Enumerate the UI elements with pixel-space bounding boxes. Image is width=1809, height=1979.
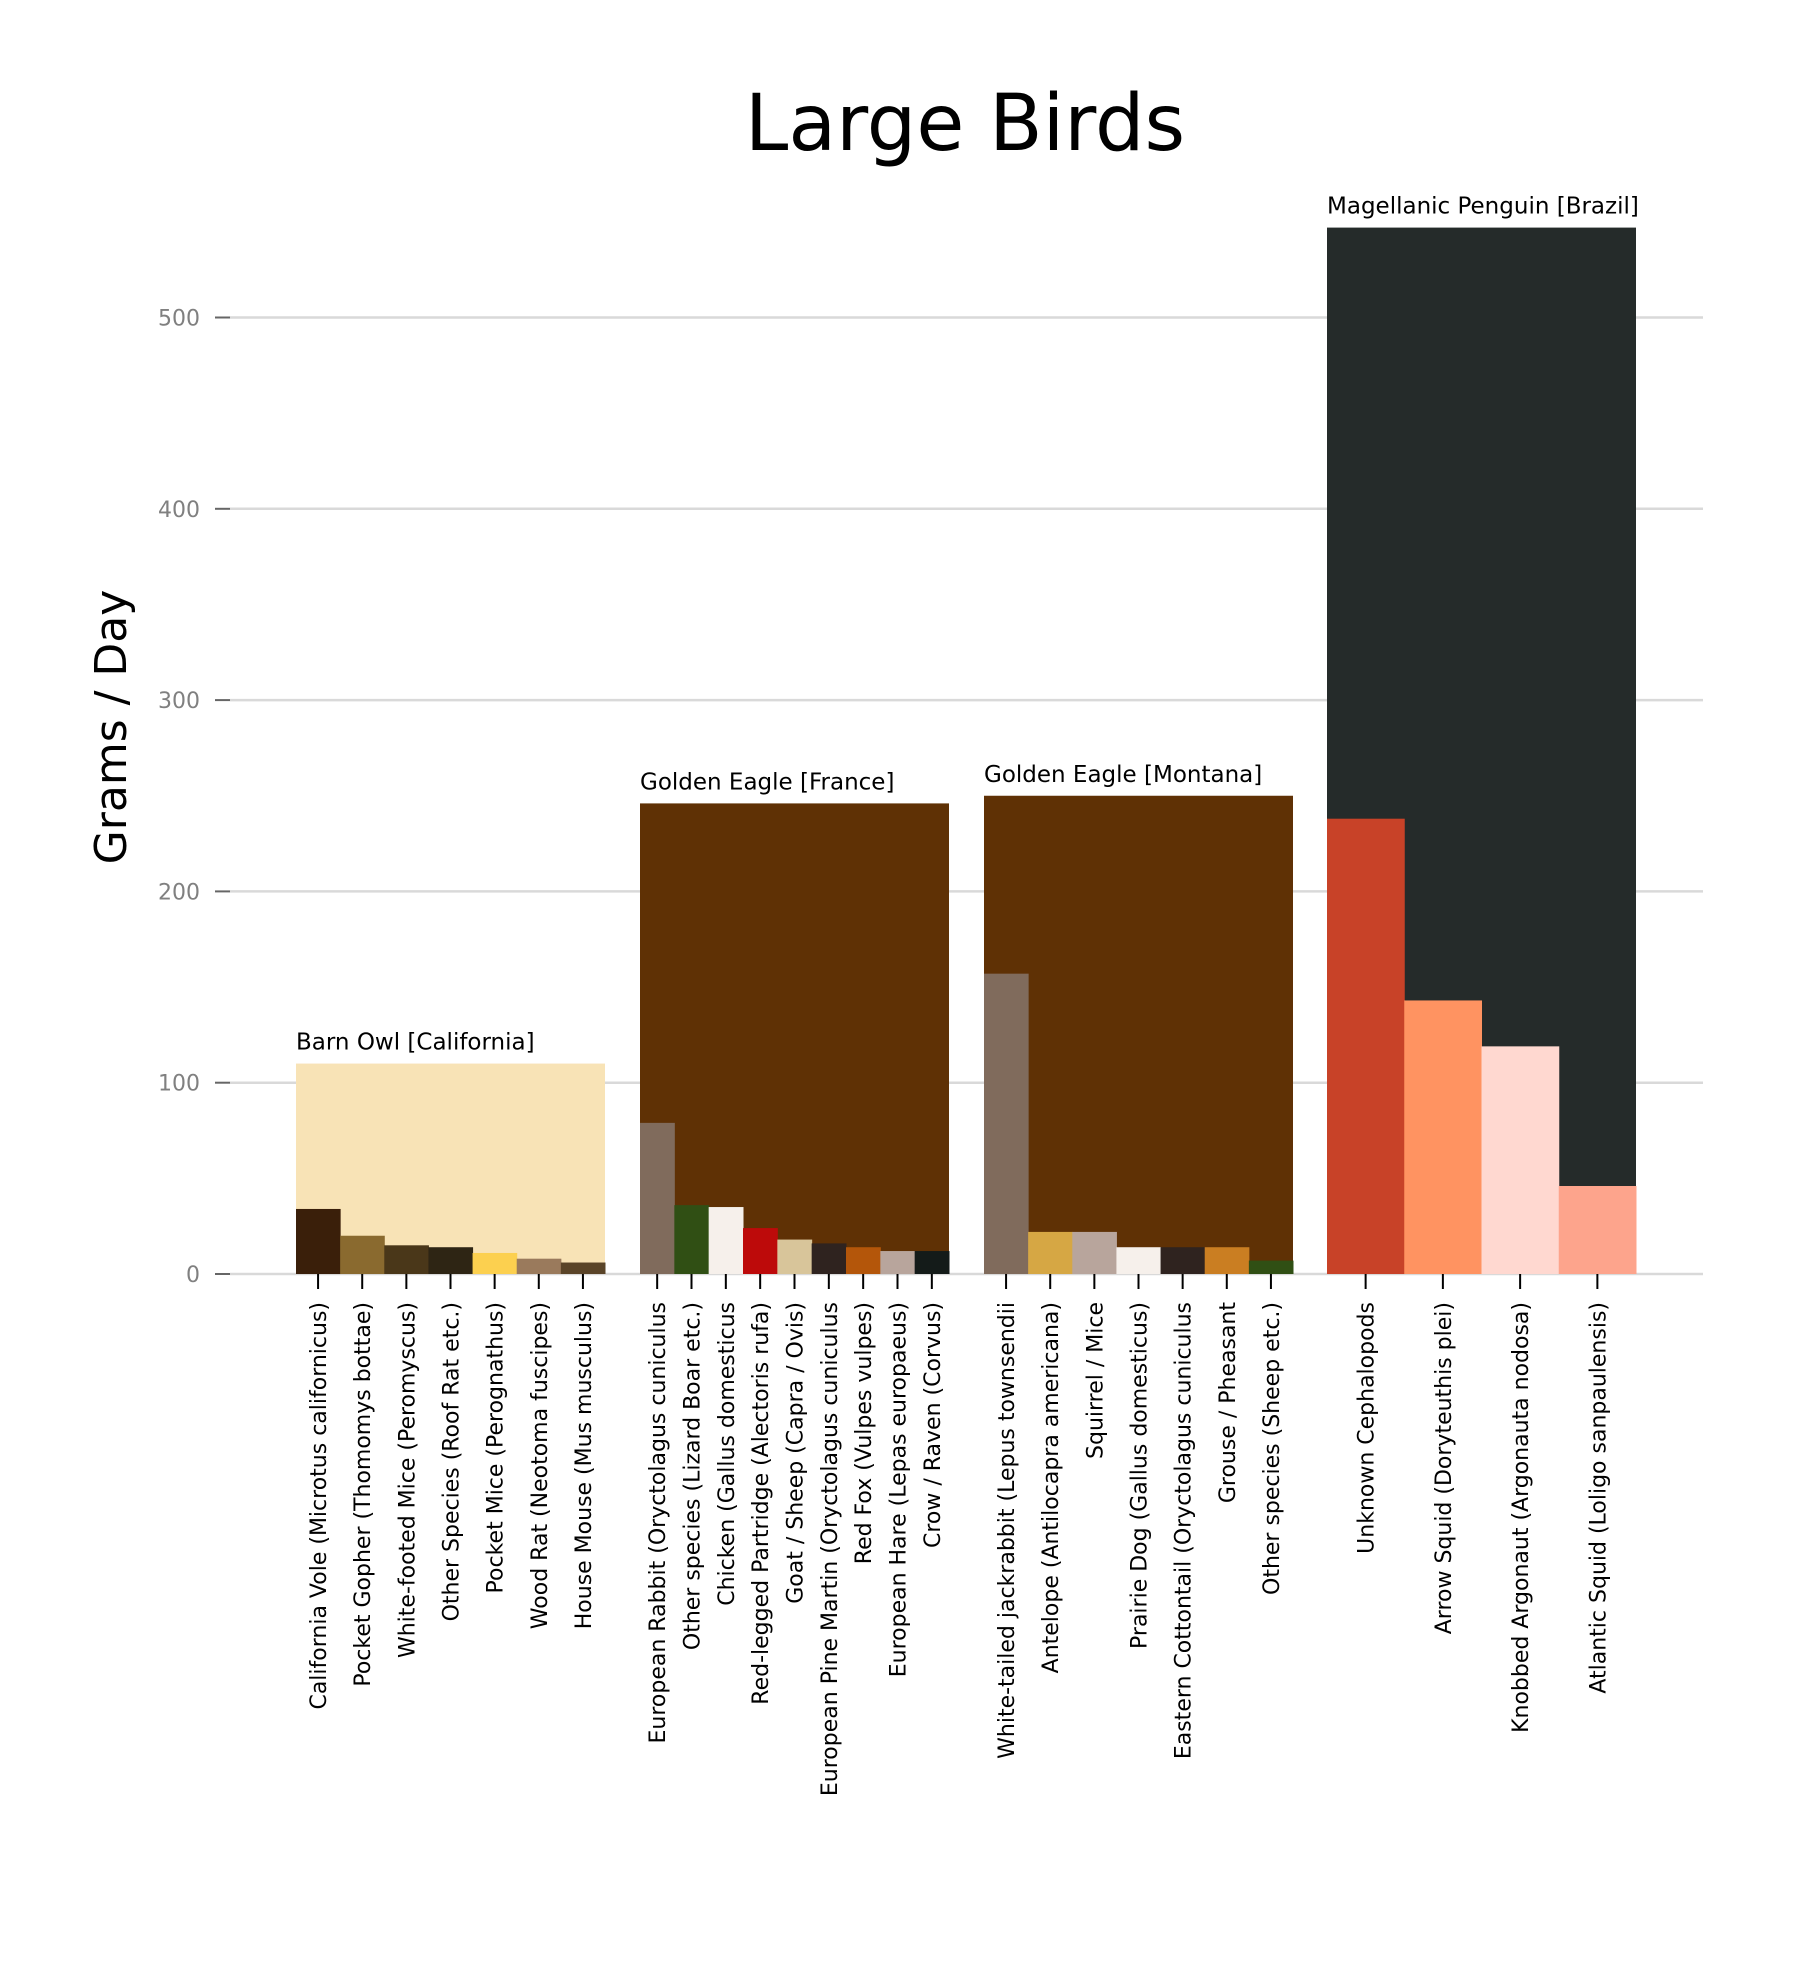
x-tick-label: European Hare (Lepas europaeus) [887, 1302, 912, 1677]
bar [1248, 1260, 1294, 1274]
bar [1116, 1247, 1162, 1274]
y-tick-label: 200 [158, 880, 200, 905]
x-tick-label: Squirrel / Mice [1083, 1302, 1108, 1459]
x-tick-label: Pocket Gopher (Thomomys bottae) [351, 1302, 376, 1687]
bars [296, 227, 1637, 1275]
x-tick-label: House Mouse (Mus musculus) [572, 1302, 597, 1629]
bar [880, 1251, 916, 1274]
labels: Barn Owl [California] California Vole (Mi… [296, 194, 1639, 1797]
x-tick-label: Red Fox (Vulpes vulpes) [852, 1302, 877, 1564]
x-tick-label: White-tailed jackrabbit (Lepus townsendi… [995, 1302, 1020, 1759]
bar [640, 1122, 675, 1274]
x-tick-label: Unknown Cephalopods [1355, 1302, 1380, 1554]
group-label: Barn Owl [California] [296, 1030, 535, 1056]
bar [516, 1258, 562, 1274]
bar [472, 1252, 518, 1274]
x-tick-label: Grouse / Pheasant [1216, 1302, 1241, 1504]
y-tick-label: 100 [158, 1072, 200, 1097]
x-tick-label: Antelope (Antilocapra americana) [1039, 1302, 1064, 1673]
bar [1072, 1231, 1117, 1274]
bar [1204, 1247, 1250, 1274]
group-label: Magellanic Penguin [Brazil] [1327, 194, 1639, 220]
x-tick-label: European Rabbit (Oryctolagus cuniculus [646, 1302, 671, 1743]
x-tick-label: European Pine Martin (Oryctolagus cunicu… [818, 1302, 843, 1796]
bar [296, 1208, 341, 1274]
x-tick-label: Other species (Lizard Boar etc.) [681, 1302, 706, 1650]
x-tick-label: Prairie Dog (Gallus domesticus) [1128, 1302, 1153, 1649]
x-tick-label: California Vole (Microtus californicus) [307, 1302, 332, 1710]
x-tick-label: Pocket Mice (Perognathus) [484, 1302, 509, 1593]
x-tick-label: Wood Rat (Neotoma fuscipes) [528, 1302, 553, 1629]
group-label: Golden Eagle [France] [640, 769, 894, 795]
y-tick-label: 0 [186, 1263, 200, 1288]
bar [560, 1262, 606, 1274]
y-tick-label: 400 [158, 498, 200, 523]
bar [384, 1245, 429, 1274]
bar [1404, 1000, 1482, 1274]
bar [914, 1251, 950, 1274]
x-tick-label: Other species (Sheep etc.) [1260, 1302, 1285, 1595]
chart-title: Large Birds [745, 79, 1185, 169]
x-tick-label: Arrow Squid (Doryteuthis plei) [1432, 1302, 1457, 1634]
group-label: Golden Eagle [Montana] [984, 762, 1262, 788]
bar [777, 1239, 813, 1274]
x-tick-label: White-footed Mice (Peromyscus) [395, 1302, 420, 1658]
bar [1160, 1247, 1206, 1274]
x-tick-label: Knobbed Argonaut (Argonauta nodosa) [1509, 1302, 1534, 1733]
axes: 0 100 200 300 400 500 [158, 307, 1599, 1289]
bar [674, 1205, 710, 1274]
x-tick-label: Atlantic Squid (Loligo sanpaulensis) [1586, 1302, 1611, 1694]
x-tick-label: Red-legged Partridge (Alectoris rufa) [749, 1302, 774, 1705]
bar [1327, 818, 1405, 1274]
bar [708, 1207, 744, 1274]
y-tick-label: 300 [158, 689, 200, 714]
group-total-bar [984, 795, 1293, 1274]
bar [1558, 1186, 1637, 1274]
x-tick-label: Chicken (Gallus domesticus [715, 1302, 740, 1606]
x-tick-label: Other Species (Roof Rat etc.) [440, 1302, 465, 1621]
x-tick-label: Crow / Raven (Corvus) [921, 1302, 946, 1548]
bar [428, 1247, 474, 1274]
bar [743, 1228, 778, 1274]
y-axis-label: Grams / Day [86, 590, 137, 865]
bar [340, 1235, 385, 1274]
bar [1481, 1046, 1560, 1274]
x-tick-label: Eastern Cottontail (Oryctolagus cuniculu… [1172, 1302, 1197, 1759]
bar [811, 1243, 847, 1274]
bar [984, 973, 1029, 1274]
y-tick-label: 500 [158, 307, 200, 332]
bar [846, 1247, 881, 1274]
bar [1028, 1231, 1073, 1274]
group-total-bar [640, 803, 949, 1274]
x-tick-label: Goat / Sheep (Capra / Ovis) [784, 1302, 809, 1604]
